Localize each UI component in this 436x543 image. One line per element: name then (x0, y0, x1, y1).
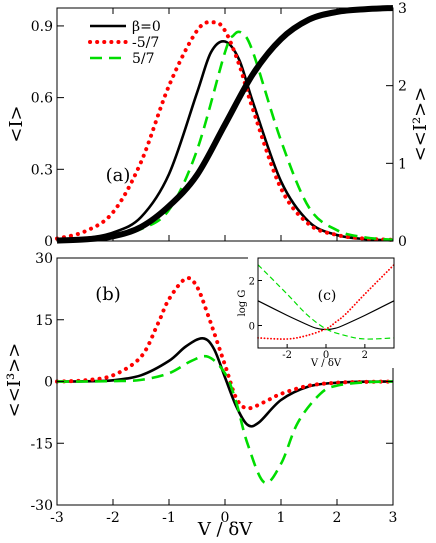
panel-b: -3 -2 -1 0 1 2 3 -30 -15 0 15 30 <<I³>> V / δV (b) (4, 251, 397, 540)
panel-a-ytick-label-1: 0.3 (31, 162, 53, 178)
panel-c-xtick-label-1: 0 (323, 350, 329, 361)
panel-a-series-1 (55, 20, 395, 242)
panel-a-y2tick-label-3: 3 (398, 1, 407, 17)
legend-label-0: β=0 (132, 19, 161, 35)
legend-label-2: 5/7 (132, 51, 155, 67)
panel-b-ytick-label-3: 15 (35, 313, 53, 329)
panel-b-ytick-label-1: -15 (30, 436, 53, 452)
panel-c-xtick-label-2: 2 (362, 350, 368, 361)
panel-a-y2label: <<I²>> (410, 87, 431, 162)
panel-b-xtick-label-1: -2 (106, 510, 120, 526)
legend: β=0-5/75/7 (88, 19, 161, 67)
panel-c-xlabel: V / δV (310, 358, 342, 369)
panel-a-series-2 (56, 30, 394, 242)
panel-b-xtick-label-5: 2 (333, 510, 342, 526)
panel-a-ytick-label-2: 0.6 (31, 91, 53, 107)
panel-c-series-0 (257, 300, 395, 331)
panel-c-ytick-label-1: 2 (249, 277, 255, 288)
panel-b-series-2 (56, 354, 394, 485)
panel-b-ytick-label-2: 0 (44, 375, 53, 391)
panel-b-xlabel: V / δV (197, 519, 253, 540)
panel-b-xtick-label-0: -3 (50, 510, 64, 526)
panel-a-ytick-label-0: 0 (44, 234, 53, 250)
panel-b-xtick-label-2: -1 (162, 510, 176, 526)
panel-b-xtick-label-3: 0 (221, 510, 230, 526)
panel-a-series-0 (56, 39, 394, 242)
panel-a-y2tick-label-2: 2 (398, 79, 407, 95)
panel-a-ytick-label-3: 0.9 (31, 19, 53, 35)
panel-b-xtick-label-6: 3 (389, 510, 398, 526)
panel-a: 0 0.3 0.6 0.9 0 1 2 3 <I> <<I²>> (a) β=0-5/75/7 (6, 1, 431, 250)
panel-c-label: (c) (318, 288, 337, 304)
legend-label-1: -5/7 (132, 35, 159, 51)
panel-b-label: (b) (95, 284, 121, 305)
panel-c-xtick-label-0: -2 (282, 350, 292, 361)
panel-a-y2tick-label-1: 1 (398, 156, 407, 172)
panel-a-ylabel: <I> (6, 105, 27, 142)
panel-b-xtick-label-4: 1 (277, 510, 286, 526)
panel-a-y2tick-label-0: 0 (398, 234, 407, 250)
panel-c-ylabel: log G (237, 290, 248, 317)
panel-b-ylabel: <<I³>> (4, 343, 25, 418)
panel-a-series-i2 (56, 5, 394, 244)
panel-b-ytick-label-4: 30 (35, 251, 53, 267)
panel-a-label: (a) (106, 165, 131, 186)
panel-b-series-1 (55, 276, 395, 411)
panel-b-ytick-label-0: -30 (30, 498, 53, 514)
panel-c-ytick-label-0: 0 (249, 322, 255, 333)
